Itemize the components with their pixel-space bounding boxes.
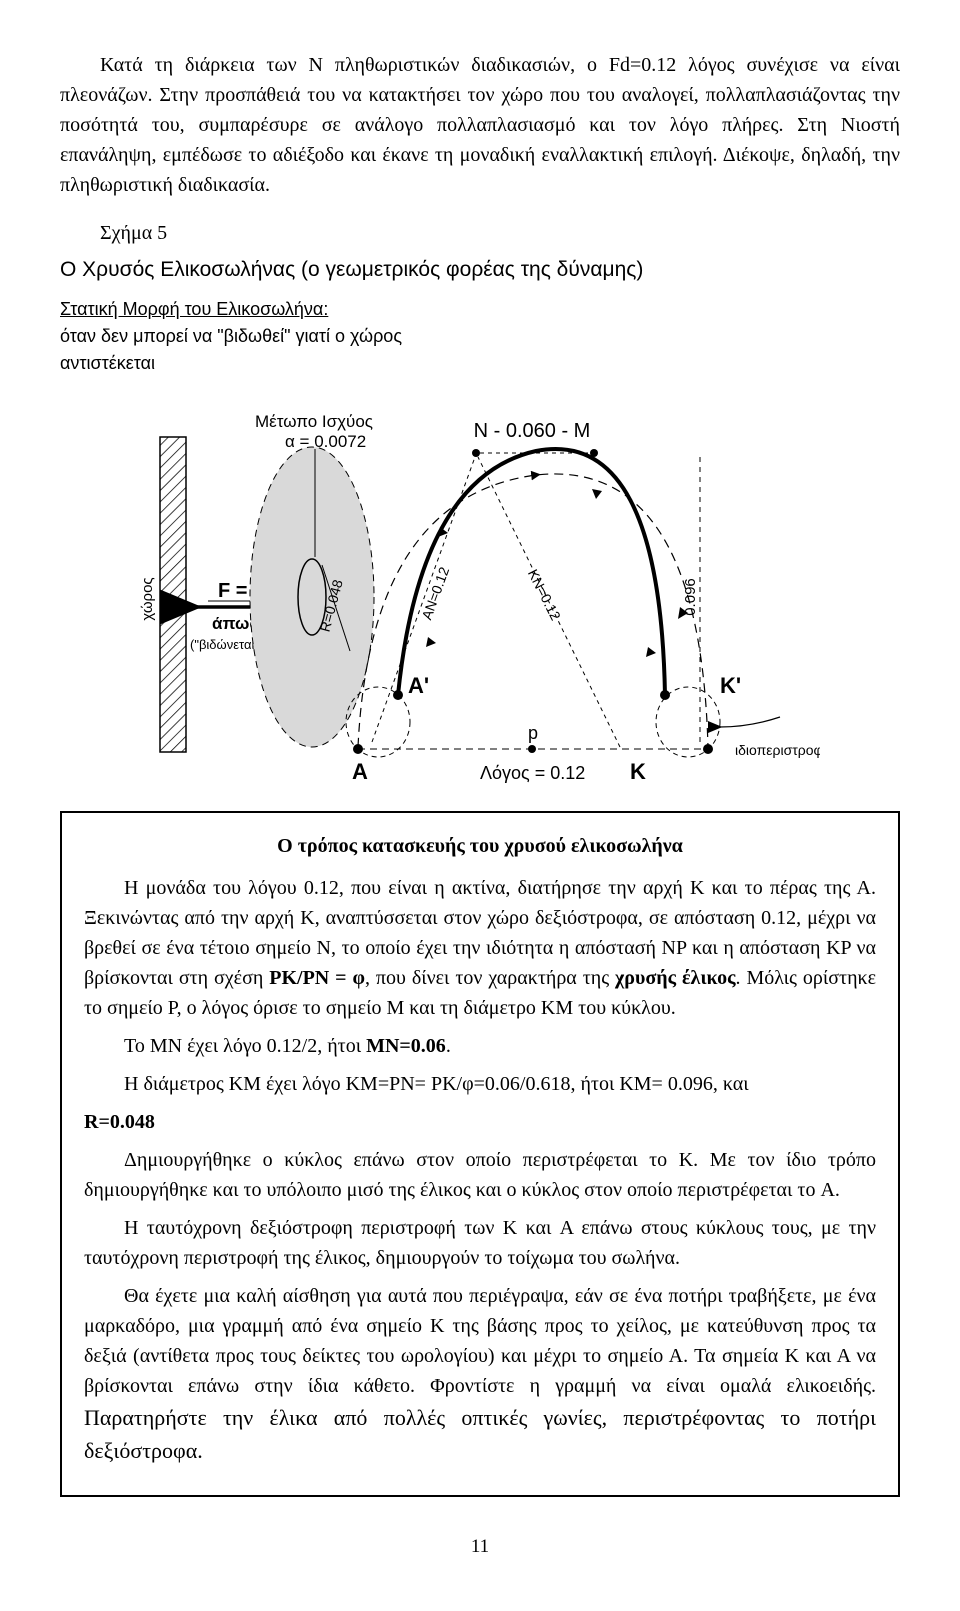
- box-para-3: Η διάμετρος KM έχει λόγο KM=PN= PK/φ=0.0…: [84, 1069, 876, 1099]
- figure-header: Ο Χρυσός Ελικοσωλήνας (ο γεωμετρικός φορ…: [60, 254, 900, 377]
- helix-diagram: χώρος F = R άπωση ("βιδώνεται" στο χώρο)…: [140, 397, 820, 787]
- box-para-2: Το MN έχει λόγο 0.12/2, ήτοι MN=0.06.: [84, 1031, 876, 1061]
- p-label: p: [528, 723, 538, 743]
- box-para-4: Δημιουργήθηκε ο κύκλος επάνω στον οποίο …: [84, 1145, 876, 1205]
- figure-label: Σχήμα 5: [60, 218, 900, 248]
- a-label: A: [352, 759, 368, 784]
- box-para-3b: R=0.048: [84, 1107, 876, 1137]
- kn-label: KN=0.12: [525, 566, 564, 622]
- figure-subtitle-line-2: αντιστέκεται: [60, 353, 155, 373]
- page-number: 11: [60, 1533, 900, 1562]
- figure-subtitle-underline: Στατική Μορφή του Ελικοσωλήνα:: [60, 299, 328, 319]
- kprime-label: K': [720, 673, 741, 698]
- mn-value: MN=0.06: [366, 1035, 446, 1057]
- box-title: Ο τρόπος κατασκευής του χρυσού ελικοσωλή…: [84, 831, 876, 861]
- figure-subtitle-line-1: όταν δεν μπορεί να "βιδωθεί" γιατί ο χώρ…: [60, 326, 402, 346]
- power-front-label-2: α = 0.0072: [285, 432, 366, 451]
- figure-subtitle: Στατική Μορφή του Ελικοσωλήνα: όταν δεν …: [60, 296, 900, 377]
- wall-label: χώρος: [140, 577, 156, 620]
- body-paragraph: Κατά τη διάρκεια των Ν πληθωριστικών δια…: [60, 50, 900, 200]
- mk-label: 0.096: [682, 578, 699, 616]
- power-front-ellipse: [250, 447, 374, 747]
- box-para-5: Η ταυτόχρονη δεξιόστροφη περιστροφή των …: [84, 1213, 876, 1273]
- wall-rect: [160, 437, 186, 752]
- k-label: K: [630, 759, 646, 784]
- aprime-label: A': [408, 673, 429, 698]
- top-line-nm: N - 0.060 - M: [474, 420, 591, 442]
- power-front-label-1: Μέτωπο Ισχύος: [255, 412, 373, 431]
- diagram-container: χώρος F = R άπωση ("βιδώνεται" στο χώρο)…: [60, 397, 900, 787]
- pk-pn-formula: PK/PN = φ: [269, 967, 365, 989]
- logos-label: Λόγος = 0.12: [480, 763, 585, 783]
- construction-box: Ο τρόπος κατασκευής του χρυσού ελικοσωλή…: [60, 811, 900, 1497]
- idiop-label: ιδιοπεριστροφή: [735, 742, 820, 758]
- box-para-1: Η μονάδα του λόγου 0.12, που είναι η ακτ…: [84, 873, 876, 1023]
- r-value: R=0.048: [84, 1111, 155, 1133]
- box-para-6: Θα έχετε μια καλή αίσθηση για αυτά που π…: [84, 1281, 876, 1467]
- box-para-6-emph: Παρατηρήστε την έλικα από πολλές οπτικές…: [84, 1405, 876, 1463]
- golden-helix: χρυσής έλικος: [615, 967, 735, 989]
- figure-title: Ο Χρυσός Ελικοσωλήνας (ο γεωμετρικός φορ…: [60, 254, 900, 286]
